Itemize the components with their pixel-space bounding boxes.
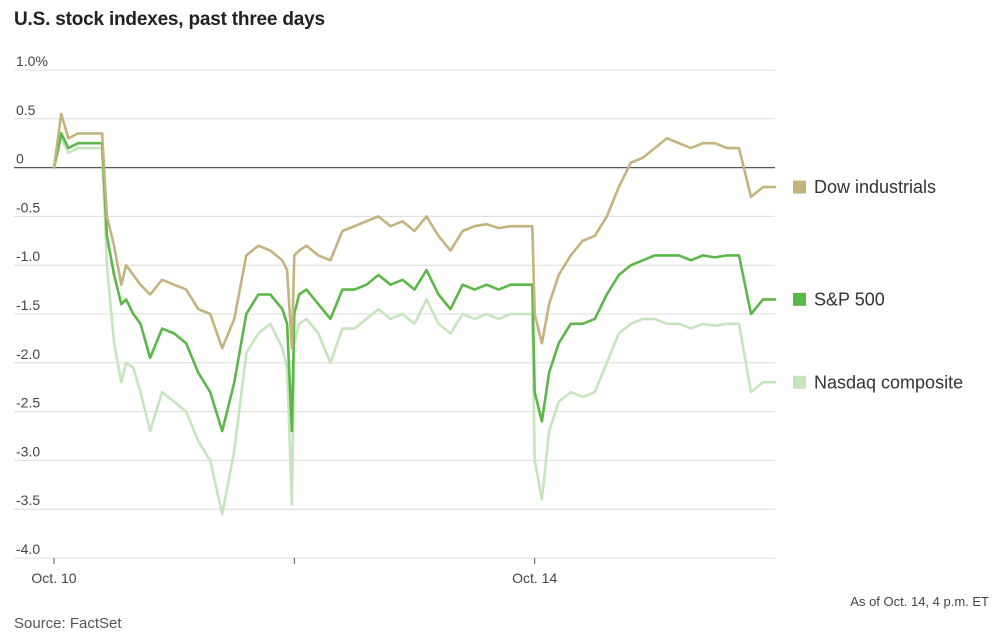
legend: Dow industrials S&P 500 Nasdaq composite xyxy=(793,177,963,392)
x-axis-ticks: Oct. 10 Oct. 14 xyxy=(31,558,557,586)
legend-item: Nasdaq composite xyxy=(793,372,963,392)
y-tick-label: -2.5 xyxy=(16,395,40,411)
y-tick-label: -0.5 xyxy=(16,199,40,215)
y-tick-label: 0.5 xyxy=(16,102,36,118)
legend-swatch xyxy=(793,375,806,389)
legend-swatch xyxy=(793,292,806,306)
y-tick-label: -3.0 xyxy=(16,443,40,459)
x-tick-label: Oct. 10 xyxy=(31,570,76,586)
series-line-nasdaq-composite xyxy=(52,137,777,516)
series-line-dow-industrials xyxy=(52,112,777,350)
series-lines xyxy=(52,112,777,516)
y-axis-ticks: 1.0% 0.5 0 -0.5 -1.0 -1.5 -2.0 -2.5 -3.0 -3.5 -4.0 xyxy=(16,53,48,557)
y-tick-label: 1.0% xyxy=(16,53,48,69)
grid-lines xyxy=(14,69,775,559)
chart-title: U.S. stock indexes, past three days xyxy=(14,9,325,30)
y-tick-label: 0 xyxy=(16,151,24,167)
x-tick-label: Oct. 14 xyxy=(512,570,557,586)
y-tick-label: -4.0 xyxy=(16,541,40,557)
source-note: Source: FactSet xyxy=(14,615,122,632)
legend-item: S&P 500 xyxy=(793,289,885,309)
legend-label: Nasdaq composite xyxy=(814,372,963,392)
legend-swatch xyxy=(793,180,806,194)
y-tick-label: -2.0 xyxy=(16,346,40,362)
y-tick-label: -3.5 xyxy=(16,492,40,508)
legend-label: Dow industrials xyxy=(814,177,936,197)
legend-item: Dow industrials xyxy=(793,177,936,197)
y-tick-label: -1.0 xyxy=(16,248,40,264)
legend-label: S&P 500 xyxy=(814,289,885,309)
as-of-note: As of Oct. 14, 4 p.m. ET xyxy=(850,594,989,609)
series-line-s-p-500 xyxy=(52,132,777,433)
y-tick-label: -1.5 xyxy=(16,297,40,313)
